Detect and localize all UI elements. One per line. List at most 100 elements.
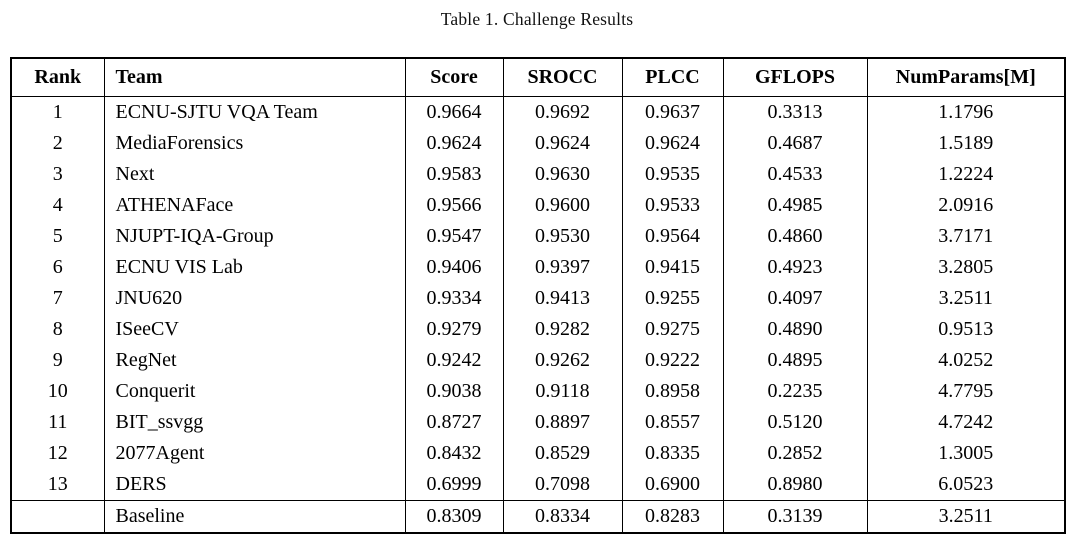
cell-srocc: 0.9624 (502, 128, 622, 159)
column-header-team: Team (103, 58, 405, 97)
column-header-score: Score (404, 58, 503, 97)
cell-team: MediaForensics (103, 128, 405, 159)
cell-plcc: 0.9564 (621, 221, 723, 252)
cell-srocc: 0.9530 (502, 221, 622, 252)
cell-rank: 8 (52, 318, 63, 340)
table-row: 1 ECNU-SJTU VQA Team 0.9664 0.9692 0.9637 0.3… (11, 96, 1065, 128)
cell-score: 0.9566 (404, 190, 503, 221)
cell-srocc: 0.8334 (502, 500, 622, 533)
column-header-plcc: PLCC (621, 58, 723, 97)
cell-plcc: 0.9535 (621, 159, 723, 190)
cell-numparams: 3.7171 (866, 221, 1065, 252)
cell-score: 0.9664 (404, 96, 503, 128)
column-header-gflops: GFLOPS (722, 58, 867, 97)
cell-gflops: 0.4985 (722, 190, 867, 221)
table-row: 3 Next 0.9583 0.9630 0.9535 0.4533 1.2224 (11, 159, 1065, 190)
cell-numparams: 3.2511 (866, 283, 1065, 314)
cell-numparams: 1.3005 (866, 438, 1065, 469)
cell-score: 0.9583 (404, 159, 503, 190)
cell-gflops: 0.4923 (722, 252, 867, 283)
cell-score: 0.9242 (404, 345, 503, 376)
cell-srocc: 0.8529 (502, 438, 622, 469)
cell-score: 0.9279 (404, 314, 503, 345)
cell-score: 0.9406 (404, 252, 503, 283)
cell-srocc: 0.7098 (502, 469, 622, 501)
cell-gflops: 0.3139 (722, 500, 867, 533)
cell-rank: 6 (52, 256, 63, 278)
cell-numparams: 6.0523 (866, 469, 1065, 501)
table-row: 11 BIT_ssvgg 0.8727 0.8897 0.8557 0.5120 4.724… (11, 407, 1065, 438)
table-row: 4 ATHENAFace 0.9566 0.9600 0.9533 0.4985 2.091… (11, 190, 1065, 221)
cell-plcc: 0.8283 (621, 500, 723, 533)
cell-gflops: 0.4687 (722, 128, 867, 159)
cell-team: JNU620 (103, 283, 405, 314)
cell-score: 0.8727 (404, 407, 503, 438)
cell-team: ATHENAFace (103, 190, 405, 221)
header-row: Rank Team Score SROCC PLCC GFLOPS NumParams[M] (11, 58, 1065, 97)
cell-team: Next (103, 159, 405, 190)
cell-score: 0.9334 (404, 283, 503, 314)
cell-rank: 9 (52, 349, 63, 371)
cell-srocc: 0.9262 (502, 345, 622, 376)
cell-gflops: 0.2852 (722, 438, 867, 469)
cell-plcc: 0.8958 (621, 376, 723, 407)
table-row: 9 RegNet 0.9242 0.9262 0.9222 0.4895 4.0252 (11, 345, 1065, 376)
cell-team: Baseline (103, 500, 405, 533)
cell-numparams: 1.5189 (866, 128, 1065, 159)
cell-plcc: 0.9222 (621, 345, 723, 376)
cell-plcc: 0.9275 (621, 314, 723, 345)
cell-numparams: 2.0916 (866, 190, 1065, 221)
cell-team: RegNet (103, 345, 405, 376)
cell-team: NJUPT-IQA-Group (103, 221, 405, 252)
cell-plcc: 0.9255 (621, 283, 723, 314)
cell-rank: 13 (47, 473, 68, 495)
cell-team: ISeeCV (103, 314, 405, 345)
challenge-results-table: Rank Team Score SROCC PLCC GFLOPS NumParams[M]… (10, 57, 1066, 534)
cell-numparams: 3.2511 (866, 500, 1065, 533)
cell-numparams: 3.2805 (866, 252, 1065, 283)
cell-gflops: 0.4533 (722, 159, 867, 190)
cell-rank: 12 (47, 442, 68, 464)
cell-rank: 3 (52, 163, 63, 185)
cell-score: 0.8309 (404, 500, 503, 533)
cell-rank: 5 (52, 225, 63, 247)
cell-team: DERS (103, 469, 405, 501)
cell-plcc: 0.6900 (621, 469, 723, 501)
cell-numparams: 1.1796 (866, 96, 1065, 128)
cell-team: ECNU VIS Lab (103, 252, 405, 283)
cell-srocc: 0.9282 (502, 314, 622, 345)
cell-numparams: 1.2224 (866, 159, 1065, 190)
column-header-rank: Rank (11, 58, 104, 97)
baseline-row: Baseline 0.8309 0.8334 0.8283 0.3139 3.2511 (11, 500, 1065, 533)
column-header-numparams: NumParams[M] (866, 58, 1065, 97)
cell-plcc: 0.9637 (621, 96, 723, 128)
cell-rank: 1 (52, 101, 63, 123)
cell-plcc: 0.9533 (621, 190, 723, 221)
table-row: 2 MediaForensics 0.9624 0.9624 0.9624 0.4687 1… (11, 128, 1065, 159)
cell-srocc: 0.9413 (502, 283, 622, 314)
table-body: 1 ECNU-SJTU VQA Team 0.9664 0.9692 0.9637 0.3… (11, 96, 1065, 533)
cell-plcc: 0.9624 (621, 128, 723, 159)
cell-srocc: 0.8897 (502, 407, 622, 438)
table-row: 13 DERS 0.6999 0.7098 0.6900 0.8980 6.0523 (11, 469, 1065, 501)
cell-gflops: 0.8980 (722, 469, 867, 501)
cell-rank (11, 500, 104, 533)
cell-team: BIT_ssvgg (103, 407, 405, 438)
table-caption: Table 1. Challenge Results (440, 9, 634, 29)
cell-srocc: 0.9630 (502, 159, 622, 190)
cell-score: 0.8432 (404, 438, 503, 469)
cell-rank: 4 (52, 194, 63, 216)
cell-numparams: 0.9513 (866, 314, 1065, 345)
cell-numparams: 4.7242 (866, 407, 1065, 438)
table-row: 7 JNU620 0.9334 0.9413 0.9255 0.4097 3.2511 (11, 283, 1065, 314)
cell-rank: 11 (48, 411, 68, 433)
cell-team: ECNU-SJTU VQA Team (103, 96, 405, 128)
cell-gflops: 0.4097 (722, 283, 867, 314)
table-row: 6 ECNU VIS Lab 0.9406 0.9397 0.9415 0.4923 3.2… (11, 252, 1065, 283)
cell-plcc: 0.9415 (621, 252, 723, 283)
cell-numparams: 4.0252 (866, 345, 1065, 376)
cell-plcc: 0.8557 (621, 407, 723, 438)
column-header-srocc: SROCC (502, 58, 622, 97)
cell-score: 0.6999 (404, 469, 503, 501)
cell-rank: 10 (47, 380, 68, 402)
